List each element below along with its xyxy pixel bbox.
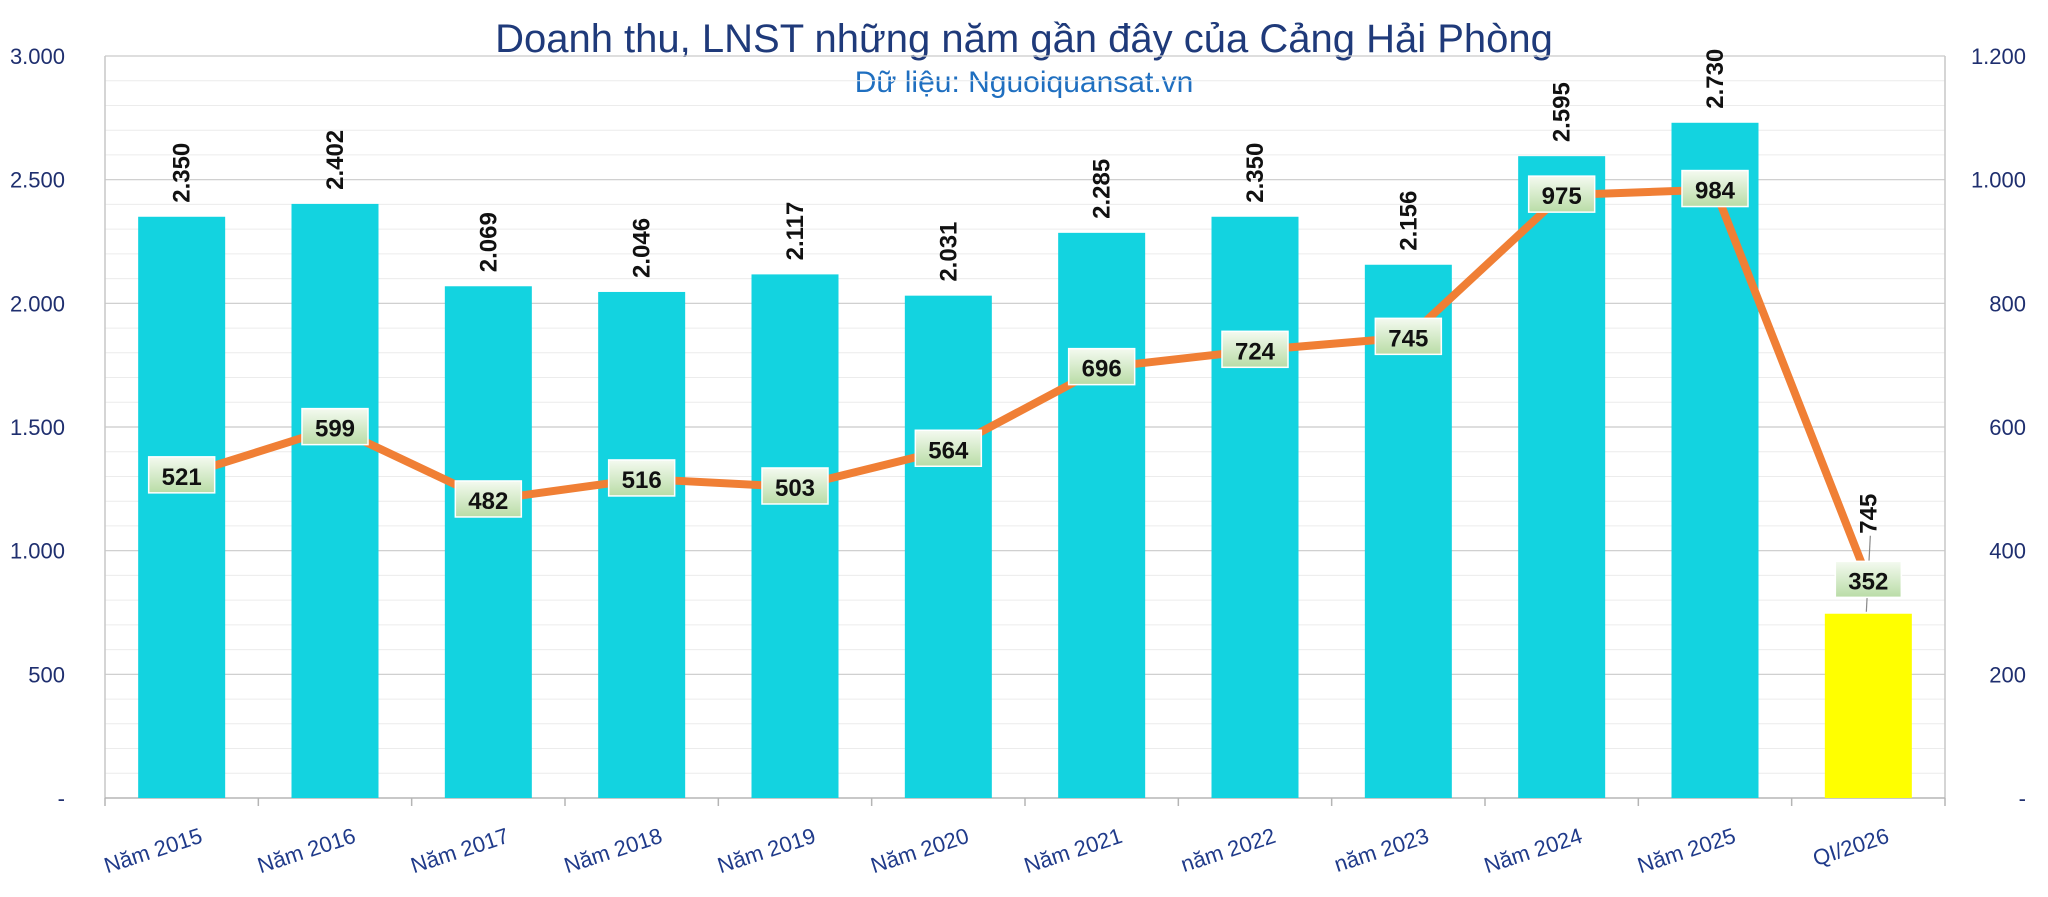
left-tick-label: 3.000	[10, 44, 65, 69]
left-tick-label: 2.500	[10, 168, 65, 193]
line-value-label-box	[1834, 560, 1903, 599]
category-label: Năm 2025	[1634, 823, 1738, 878]
gridlines	[105, 55, 1945, 774]
bar-value-label: 2.595	[1549, 82, 1576, 142]
line-value-label-box	[1374, 317, 1443, 356]
category-label: Năm 2021	[1021, 823, 1125, 878]
line-value-label: 564	[928, 437, 969, 464]
line-value-label: 521	[162, 464, 202, 491]
bar	[1824, 613, 1912, 798]
bar-value-label: 2.069	[475, 212, 502, 272]
category-label: Năm 2024	[1481, 823, 1585, 878]
right-tick-label: 1.000	[1971, 168, 2026, 193]
bar	[444, 286, 532, 798]
line-value-label: 503	[775, 475, 815, 502]
left-tick-label: 1.500	[10, 415, 65, 440]
data-labels: 2.350 2.402 2.069 2.046 2.117 2.031 2.285 2.350…	[147, 49, 1903, 612]
category-label: Năm 2017	[408, 823, 512, 878]
left-tick-label: -	[58, 786, 65, 811]
line-value-label: 984	[1695, 178, 1736, 205]
bar	[1211, 216, 1299, 798]
bar-value-label: 745	[1855, 494, 1882, 534]
left-tick-label: 2.000	[10, 291, 65, 316]
bar-value-label: 2.046	[629, 218, 656, 278]
line-value-label-box	[914, 429, 983, 468]
line-value-label: 352	[1848, 568, 1888, 595]
line-value-label-box	[1067, 347, 1136, 386]
category-label: Năm 2015	[101, 823, 205, 878]
category-label: năm 2022	[1178, 823, 1279, 877]
category-label: Năm 2020	[868, 823, 972, 878]
bar-value-label: 2.402	[322, 130, 349, 190]
line-value-label-box	[301, 407, 369, 446]
category-label: Năm 2016	[254, 823, 358, 878]
left-tick-label: 1.000	[10, 539, 65, 564]
right-tick-label: 800	[1989, 291, 2026, 316]
line-value-label-box	[1221, 330, 1289, 369]
bar-value-label: 2.117	[782, 202, 809, 261]
line-value-label-box	[147, 456, 216, 494]
line-value-label-box	[761, 467, 829, 505]
bar	[751, 274, 839, 798]
right-tick-label: 200	[1989, 662, 2026, 687]
chart-title: Doanh thu, LNST những năm gần đây của Cả…	[495, 17, 1553, 61]
line-value-label-box	[1681, 169, 1749, 208]
line-value-label: 696	[1082, 356, 1122, 383]
bar-value-label: 2.031	[935, 222, 962, 282]
line-value-label: 724	[1235, 338, 1276, 365]
category-label: năm 2023	[1331, 823, 1432, 877]
line-value-label-box	[607, 459, 676, 497]
right-tick-label: 1.200	[1971, 44, 2026, 69]
category-label: Năm 2018	[561, 823, 665, 878]
bar	[1058, 232, 1146, 799]
bar	[1518, 156, 1606, 799]
bar	[904, 295, 992, 798]
bar-series	[138, 122, 1912, 799]
category-label: QI/2026	[1810, 823, 1892, 871]
line-value-label: 745	[1388, 325, 1428, 352]
bar	[138, 216, 226, 798]
bar-value-label: 2.350	[1242, 143, 1269, 203]
line-value-label: 482	[468, 488, 508, 515]
left-tick-label: 500	[28, 662, 65, 687]
line-series	[177, 185, 1873, 585]
bar	[1671, 122, 1759, 798]
line-value-label-box	[1527, 175, 1596, 213]
bar-value-label: 2.730	[1702, 49, 1729, 109]
bar	[291, 203, 379, 798]
line-value-label: 516	[622, 467, 662, 494]
right-tick-label: 400	[1989, 539, 2026, 564]
chart-subtitle: Dữ liệu: Nguoiquansat.vn	[855, 66, 1194, 99]
line-series-path	[177, 185, 1873, 585]
category-label: Năm 2019	[714, 823, 818, 878]
bar-value-label: 2.285	[1089, 159, 1116, 219]
right-tick-label: -	[2019, 786, 2026, 811]
line-value-label: 599	[315, 416, 355, 443]
line-value-label-box	[454, 480, 523, 518]
bar-value-label: 2.350	[169, 143, 196, 203]
bar	[598, 291, 686, 798]
line-value-label: 975	[1542, 183, 1582, 210]
right-tick-label: 600	[1989, 415, 2026, 440]
bar-value-label: 2.156	[1395, 191, 1422, 251]
